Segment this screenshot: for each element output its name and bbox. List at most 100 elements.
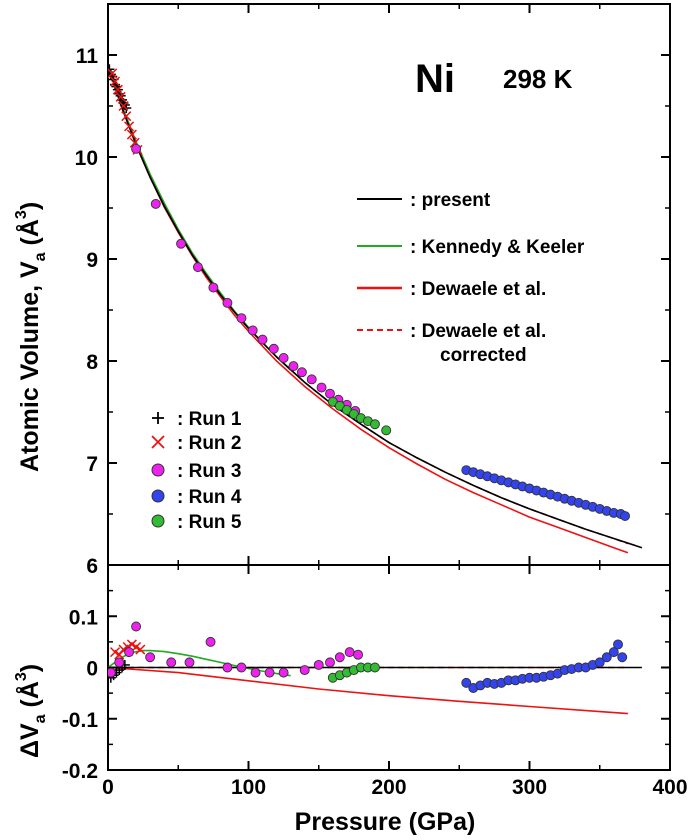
legend-label-run2: : Run 2 [177,433,241,454]
legend-label-run1: : Run 1 [177,409,242,430]
legend-label-kennedy: : Kennedy & Keeler [410,237,585,258]
y-tick-label: -0.2 [62,760,98,783]
legend-label-present: : present [410,190,491,211]
y-tick-label: 9 [86,249,98,272]
y-tick-label: 8 [86,351,98,374]
marker-run-3-point [247,325,258,336]
x-tick-label: 0 [102,776,114,799]
marker-run-3-point [257,334,268,345]
marker-run-3-point [192,262,203,273]
marker-run-3-point [222,662,233,673]
marker-run-3-point [268,343,279,354]
legend-label-dewaele-corrected-2: corrected [440,345,527,366]
marker-run-5-point [370,419,380,430]
marker-run-3-point [114,657,125,668]
marker-run-3-point [236,662,247,673]
residual-panel: 0 100 200 300 400 -0.2 -0.1 0 0.1 [62,564,688,799]
y-tick-label: 7 [86,453,98,476]
legend-label-run3: : Run 3 [177,461,241,482]
marker-run-3-point [299,665,310,676]
marker-run-2-point [126,129,137,140]
marker-run-3-point [145,652,156,663]
marker-run-3-point [313,659,324,670]
marker-run-2-point [118,100,129,112]
marker-run-3-point [176,238,187,249]
marker-run-3-point [236,313,247,324]
legend-marker-run3 [151,463,165,477]
marker-run-3-point [131,143,142,154]
x-axis-title: Pressure (GPa) [295,808,476,836]
marker-run-4-point [620,511,630,521]
y-axis-title-bottom: ΔVa (Å3) [13,664,49,758]
legend-marker-run1 [152,412,164,424]
marker-run-3-point [264,667,275,678]
marker-run-4-point [594,657,605,668]
marker-run-3-point [166,657,177,668]
marker-run-2-point [115,91,126,102]
marker-run-4-point [608,647,619,658]
marker-run-3-point [316,382,327,393]
marker-run-3-point [344,647,355,658]
marker-run-3-point [150,198,161,209]
marker-run-5-point [381,425,392,436]
volume-panel: 6 7 8 9 10 11 [75,3,671,578]
marker-run-4-point [613,639,623,650]
marker-run-5-point [370,662,380,673]
marker-run-3-point [124,647,135,658]
marker-run-3-point [222,297,233,308]
marker-run-3-point [278,352,289,363]
marker-run-4-point [461,677,472,688]
marker-run-3-point [205,636,216,647]
y-axis-title-top: Atomic Volume, Va (Å3) [13,202,49,472]
marker-run-3-point [325,388,335,399]
marker-run-2-point [109,76,121,87]
marker-run-3-point [278,667,289,678]
legend-label-dewaele-corrected-1: : Dewaele et al. [410,321,546,342]
y-tick-label: 0 [86,658,98,681]
marker-run-3-point [334,652,345,663]
marker-run-3-point [353,649,364,660]
legend-lines: : present : Kennedy & Keeler : Dewaele e… [357,190,585,366]
series-line-dewaele-et-al [108,666,628,715]
marker-run-3-point [208,282,219,293]
legend-markers: : Run 1 : Run 2 : Run 3 : Run 4 : Run 5 [151,409,242,533]
marker-run-3-point [306,374,317,385]
y-tick-label: 11 [76,45,99,68]
marker-run-3-point [184,657,195,668]
series-markers [108,64,630,521]
marker-run-3-point [296,367,307,378]
series-line-kennedy-keeler [108,649,291,677]
y-tick-label: -0.1 [62,709,99,732]
legend-marker-run2 [151,435,165,449]
x-tick-label: 400 [652,776,687,799]
marker-run-2-point [124,121,135,132]
series-line-present [108,64,643,549]
marker-run-1-point [108,64,115,75]
series-markers [108,621,628,693]
y-tick-label: 0.1 [69,606,99,629]
marker-run-2-point [121,111,132,122]
marker-run-2-point [108,68,118,79]
marker-run-3-point [325,657,335,668]
marker-run-4-point [601,652,612,663]
series-line-kennedy-keeler [108,64,292,371]
x-tick-label: 100 [231,776,266,799]
legend-label-dewaele: : Dewaele et al. [410,279,546,300]
marker-run-3-point [250,667,261,678]
marker-run-3-point [288,361,299,372]
legend-marker-run4 [151,489,165,503]
marker-run-2-point [135,644,146,655]
marker-run-2-point [112,84,123,95]
x-tick-label: 200 [371,776,406,799]
y-tick-label: 10 [75,147,98,170]
marker-run-4-point [617,652,628,663]
temperature-label: 298 K [503,64,573,94]
element-label: Ni [415,57,455,101]
legend-label-run5: : Run 5 [177,512,242,533]
legend-label-run4: : Run 4 [177,487,242,508]
marker-run-3-point [108,667,116,678]
marker-run-3-point [131,621,142,632]
legend-marker-run5 [151,514,165,528]
x-tick-label: 300 [512,776,547,799]
